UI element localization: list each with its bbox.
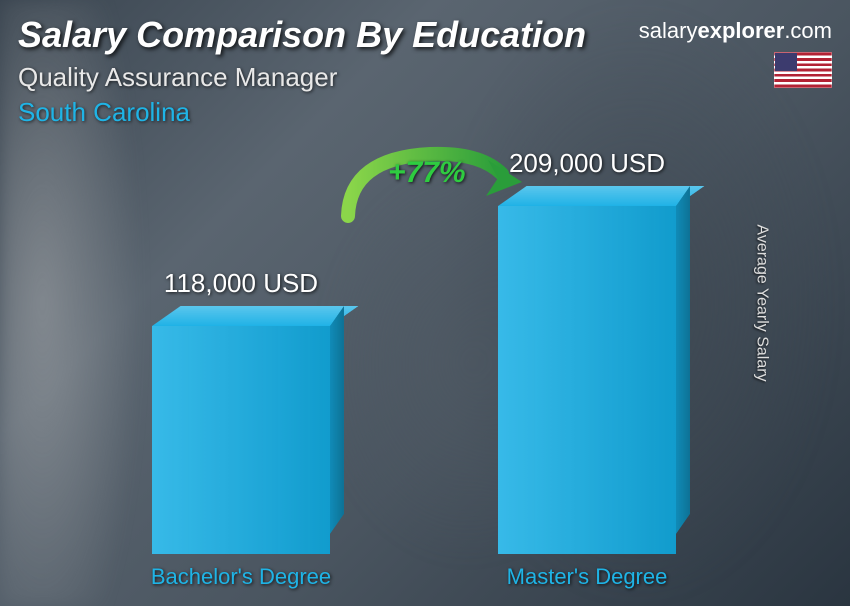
bar-top-face <box>152 306 359 326</box>
chart-location: South Carolina <box>18 97 832 128</box>
bar-side-face <box>676 166 690 534</box>
brand-part2: explorer <box>697 18 784 43</box>
bar-3d-shape <box>498 206 676 554</box>
bar-master: 209,000 USD Master's Degree <box>498 206 676 554</box>
bar-3d-shape <box>152 326 330 554</box>
bar-front-face <box>152 326 330 554</box>
brand-logo-text: salaryexplorer.com <box>639 18 832 44</box>
bar-category-label: Master's Degree <box>507 564 668 590</box>
pct-change-badge: +77% <box>388 156 466 190</box>
bar-value-label: 118,000 USD <box>164 268 318 299</box>
brand-part1: salary <box>639 18 698 43</box>
bar-side-face <box>330 286 344 534</box>
chart-area: +77% 118,000 USD Bachelor's Degree 209,0… <box>0 150 850 606</box>
bar-value-label: 209,000 USD <box>509 148 665 179</box>
bar-category-label: Bachelor's Degree <box>151 564 331 590</box>
brand-suffix: .com <box>784 18 832 43</box>
flag-icon <box>774 52 832 88</box>
brand-block: salaryexplorer.com <box>639 18 832 88</box>
bar-bachelor: 118,000 USD Bachelor's Degree <box>152 326 330 554</box>
bar-front-face <box>498 206 676 554</box>
